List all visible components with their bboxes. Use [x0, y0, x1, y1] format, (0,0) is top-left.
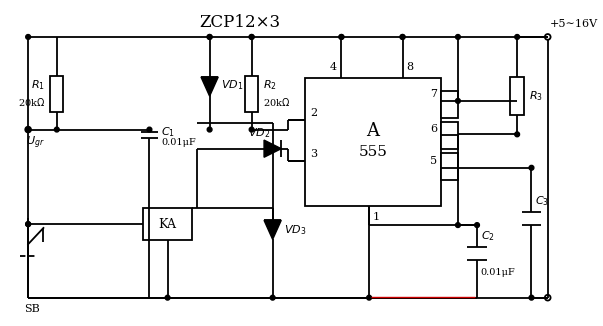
Polygon shape [201, 77, 218, 96]
Bar [511, 77, 524, 115]
Text: KA: KA [159, 218, 177, 230]
Circle shape [165, 295, 170, 300]
Text: 6: 6 [430, 124, 437, 134]
Text: 8: 8 [406, 62, 414, 71]
Circle shape [400, 35, 405, 39]
Text: ZCP12×3: ZCP12×3 [200, 14, 281, 31]
Text: 20k$\Omega$: 20k$\Omega$ [263, 96, 291, 108]
Circle shape [455, 35, 460, 39]
Bar [50, 76, 63, 112]
Circle shape [339, 35, 344, 39]
Circle shape [529, 295, 534, 300]
Text: $C_2$: $C_2$ [481, 230, 495, 244]
Circle shape [455, 98, 460, 103]
Circle shape [26, 35, 31, 39]
Circle shape [207, 35, 212, 39]
Circle shape [367, 295, 371, 300]
Circle shape [339, 35, 344, 39]
Text: 555: 555 [359, 144, 387, 158]
Circle shape [26, 222, 31, 227]
Text: A: A [367, 122, 379, 140]
Text: $C_1$: $C_1$ [161, 126, 175, 139]
Text: $R_1$: $R_1$ [31, 78, 45, 92]
Text: $U_{gr}$: $U_{gr}$ [26, 135, 45, 151]
Circle shape [207, 127, 212, 132]
Text: 0.01μF: 0.01μF [481, 268, 516, 277]
Text: 0.01μF: 0.01μF [161, 139, 195, 147]
Circle shape [270, 295, 275, 300]
Circle shape [207, 35, 212, 39]
Text: 7: 7 [430, 89, 437, 99]
Circle shape [529, 165, 534, 170]
Text: 5: 5 [430, 156, 437, 166]
Text: 20k$\Omega$: 20k$\Omega$ [18, 96, 45, 108]
Circle shape [249, 35, 254, 39]
Text: $R_3$: $R_3$ [529, 89, 543, 103]
Circle shape [147, 127, 152, 132]
Text: SB: SB [24, 304, 40, 314]
Polygon shape [264, 220, 281, 239]
Text: $C_3$: $C_3$ [535, 194, 549, 208]
Circle shape [26, 127, 31, 132]
Polygon shape [264, 140, 281, 157]
Text: +5∼16V: +5∼16V [549, 19, 598, 29]
Text: $VD_1$: $VD_1$ [221, 78, 244, 92]
Bar [245, 76, 258, 112]
Text: $R_2$: $R_2$ [263, 78, 277, 92]
Bar [143, 208, 192, 240]
Bar [305, 78, 441, 206]
Circle shape [54, 127, 59, 132]
Circle shape [400, 35, 405, 39]
Bar [441, 154, 458, 180]
Bar [441, 122, 458, 149]
Circle shape [249, 35, 254, 39]
Circle shape [515, 132, 520, 137]
Bar [441, 91, 458, 118]
Text: 2: 2 [310, 108, 317, 118]
Circle shape [249, 127, 254, 132]
Circle shape [455, 223, 460, 228]
Circle shape [515, 35, 520, 39]
Text: 1: 1 [373, 213, 380, 222]
Circle shape [26, 222, 31, 227]
Text: $VD_2$: $VD_2$ [248, 126, 270, 140]
Circle shape [475, 223, 479, 228]
Text: 4: 4 [329, 62, 336, 71]
Text: 3: 3 [310, 149, 317, 159]
Text: $VD_3$: $VD_3$ [284, 223, 306, 237]
